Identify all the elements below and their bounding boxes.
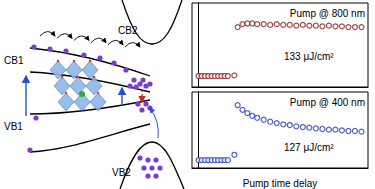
svg-text:CB1: CB1	[4, 55, 24, 66]
svg-text:Pump @ 400 nm: Pump @ 400 nm	[290, 97, 365, 108]
svg-text:Pump @ 800 nm: Pump @ 800 nm	[290, 8, 365, 19]
svg-text:CB2: CB2	[118, 25, 138, 36]
svg-text:VB1: VB1	[4, 121, 23, 132]
svg-text:133 μJ/cm²: 133 μJ/cm²	[284, 51, 334, 62]
svg-text:127 μJ/cm²: 127 μJ/cm²	[284, 142, 334, 153]
svg-text:VB2: VB2	[112, 167, 131, 178]
svg-text:Pump time delay: Pump time delay	[243, 178, 317, 189]
